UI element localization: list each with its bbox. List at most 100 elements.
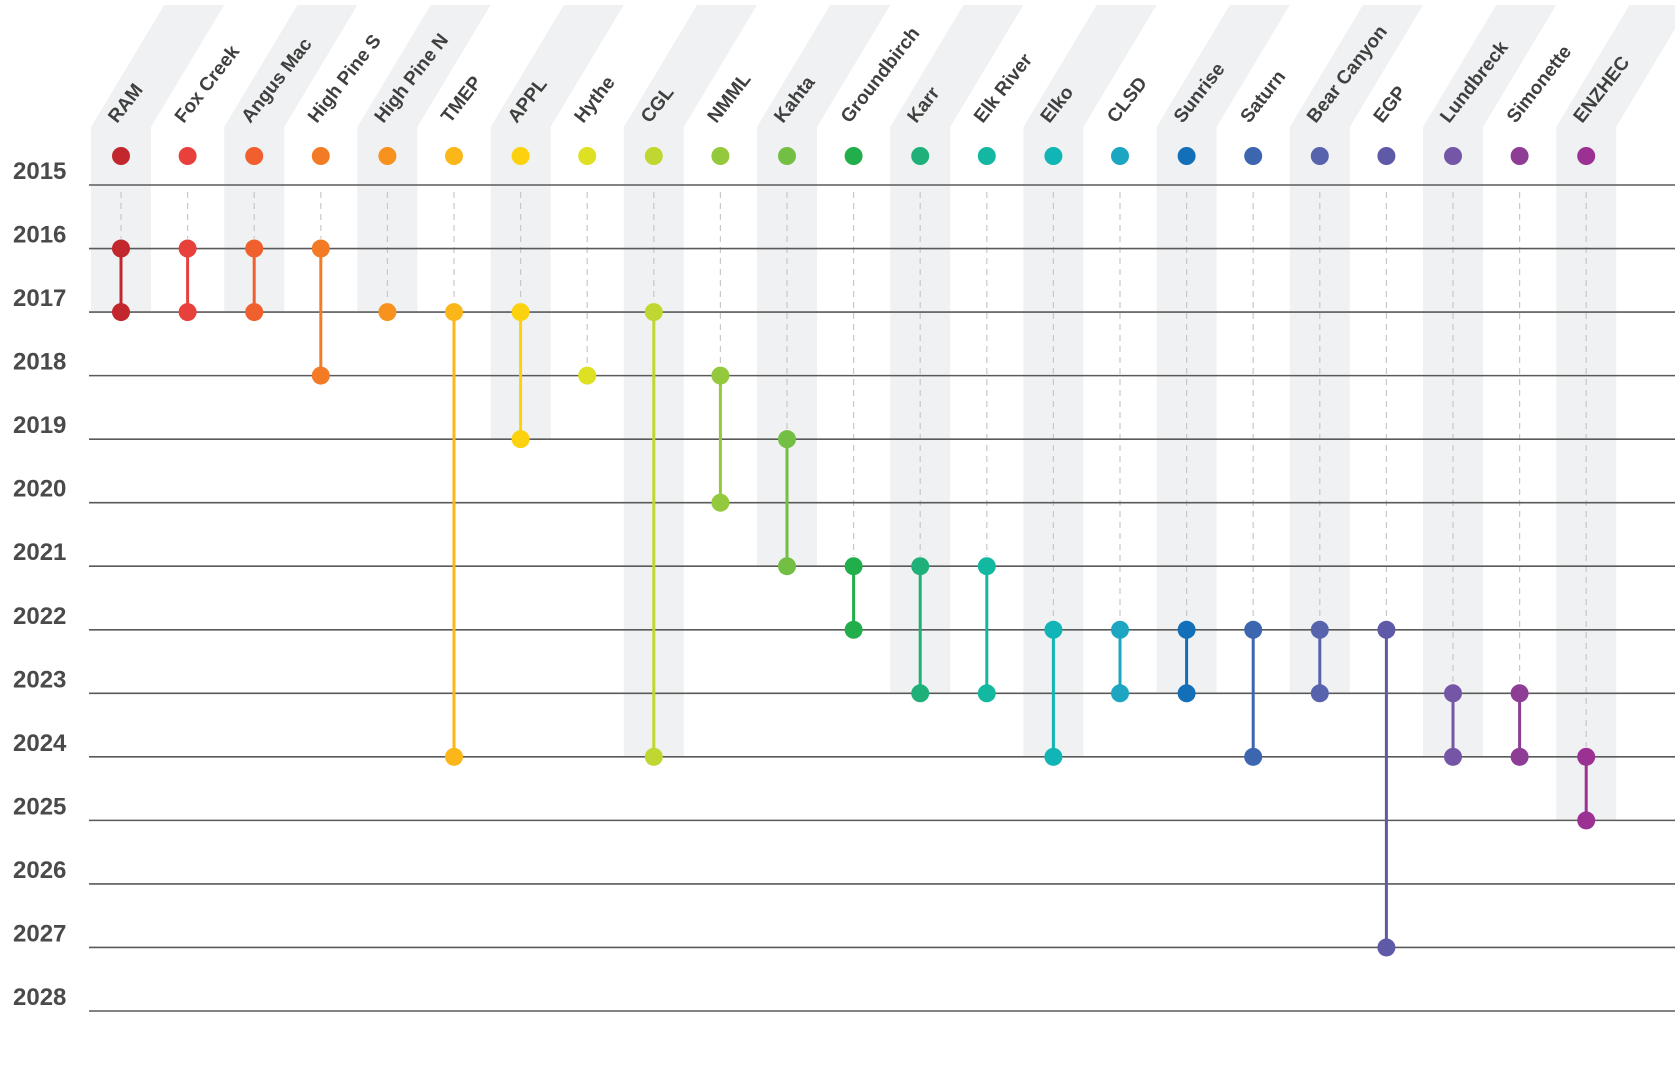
year-label: 2019 bbox=[13, 412, 66, 439]
end-point bbox=[911, 684, 930, 703]
year-label: 2024 bbox=[13, 730, 67, 757]
header-dot bbox=[778, 147, 796, 165]
header-dot bbox=[1444, 147, 1462, 165]
year-labels: 2015 2016 2017 2018 2019 2020 2021 2022 2023 2024… bbox=[13, 158, 67, 1011]
header-dot bbox=[911, 147, 930, 165]
header-dot bbox=[578, 147, 597, 165]
column-band-karr bbox=[890, 5, 1024, 694]
end-point bbox=[1577, 811, 1596, 830]
end-point bbox=[1444, 747, 1462, 766]
start-point bbox=[1377, 620, 1396, 639]
end-point bbox=[711, 493, 730, 512]
column-band-angus-mac bbox=[224, 5, 358, 313]
year-label: 2020 bbox=[13, 476, 66, 503]
year-label: 2025 bbox=[13, 793, 66, 820]
end-point bbox=[445, 747, 463, 766]
year-label: 2016 bbox=[13, 222, 66, 249]
column-band-high-pine-n bbox=[357, 5, 491, 313]
year-label: 2021 bbox=[13, 539, 66, 566]
end-point bbox=[1044, 747, 1063, 766]
column-band-appl bbox=[490, 5, 624, 440]
header-dot bbox=[1510, 147, 1529, 165]
column-band-enzhec bbox=[1556, 5, 1675, 821]
column-band-lundbreck bbox=[1423, 5, 1557, 757]
year-label: 2015 bbox=[13, 158, 66, 185]
project-ranges bbox=[112, 239, 1596, 957]
column-band-sunrise bbox=[1156, 5, 1290, 694]
start-point bbox=[1444, 684, 1462, 703]
end-point bbox=[178, 303, 197, 322]
header-dot bbox=[1310, 147, 1329, 165]
header-dot bbox=[644, 147, 663, 165]
column-band-cgl bbox=[623, 5, 757, 757]
start-point bbox=[511, 303, 530, 322]
start-point bbox=[977, 557, 996, 576]
start-point bbox=[178, 239, 197, 258]
header-dot bbox=[1177, 147, 1196, 165]
column-band-elko bbox=[1023, 5, 1157, 757]
end-point bbox=[1177, 684, 1196, 703]
start-point bbox=[112, 239, 130, 258]
end-point bbox=[311, 366, 330, 385]
column-band-ram bbox=[91, 5, 225, 313]
start-point bbox=[445, 303, 463, 322]
start-point bbox=[711, 366, 730, 385]
end-point bbox=[1244, 747, 1263, 766]
header-dot bbox=[245, 147, 264, 165]
project-header-dots bbox=[112, 147, 1596, 165]
year-label: 2026 bbox=[13, 857, 66, 884]
header-dot bbox=[511, 147, 530, 165]
end-point bbox=[977, 684, 996, 703]
column-band-bear-canyon bbox=[1289, 5, 1423, 694]
header-dot bbox=[1577, 147, 1596, 165]
header-dot bbox=[178, 147, 197, 165]
end-point bbox=[844, 620, 863, 639]
year-label: 2023 bbox=[13, 666, 66, 693]
end-point bbox=[1310, 684, 1329, 703]
header-dot bbox=[1111, 147, 1129, 165]
header-dot bbox=[311, 147, 330, 165]
end-point bbox=[245, 303, 264, 322]
end-point bbox=[1377, 938, 1396, 957]
start-point bbox=[911, 557, 930, 576]
header-dot bbox=[977, 147, 996, 165]
header-dot bbox=[844, 147, 863, 165]
dashed-guides bbox=[120, 192, 1587, 747]
end-point bbox=[644, 747, 663, 766]
end-point bbox=[112, 303, 130, 322]
start-point bbox=[1577, 747, 1596, 766]
header-dot bbox=[378, 147, 397, 165]
start-point bbox=[378, 303, 397, 322]
year-gridlines bbox=[89, 184, 1675, 1012]
project-label: EGP bbox=[1370, 82, 1411, 127]
header-dot bbox=[112, 147, 130, 165]
start-point bbox=[311, 239, 330, 258]
start-point bbox=[1244, 620, 1263, 639]
start-point bbox=[1111, 620, 1129, 639]
start-point bbox=[245, 239, 264, 258]
end-point bbox=[1510, 747, 1529, 766]
start-point bbox=[1177, 620, 1196, 639]
header-dot bbox=[445, 147, 463, 165]
column-band-kahta bbox=[757, 5, 891, 567]
year-label: 2018 bbox=[13, 349, 66, 376]
start-point bbox=[778, 430, 796, 449]
header-dot bbox=[1244, 147, 1263, 165]
end-point bbox=[511, 430, 530, 449]
start-point bbox=[1510, 684, 1529, 703]
start-point bbox=[1044, 620, 1063, 639]
year-label: 2028 bbox=[13, 984, 66, 1011]
header-dot bbox=[711, 147, 730, 165]
end-point bbox=[778, 557, 796, 576]
start-point bbox=[844, 557, 863, 576]
year-label: 2027 bbox=[13, 920, 66, 947]
header-dot bbox=[1377, 147, 1396, 165]
end-point bbox=[1111, 684, 1129, 703]
year-label: 2022 bbox=[13, 603, 66, 630]
column-bands bbox=[91, 5, 1675, 821]
start-point bbox=[644, 303, 663, 322]
header-dot bbox=[1044, 147, 1063, 165]
start-point bbox=[578, 366, 597, 385]
year-label: 2017 bbox=[13, 285, 66, 312]
